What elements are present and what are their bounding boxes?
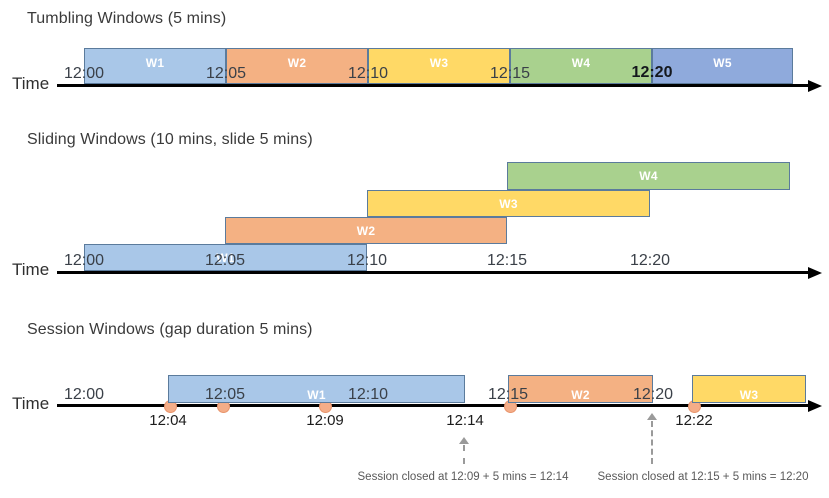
window-label: W5 xyxy=(713,56,732,70)
tumbling-tick-1220: 12:20 xyxy=(631,64,673,81)
sliding-axis-line xyxy=(57,271,810,274)
sliding-window-w4: W4 xyxy=(507,162,790,190)
event-time-label: 12:14 xyxy=(446,412,484,429)
tumbling-section-title: Tumbling Windows (5 mins) xyxy=(27,10,227,27)
tumbling-tick-1215: 12:15 xyxy=(489,65,531,82)
sliding-window-w2: W2 xyxy=(225,217,507,244)
window-label: W4 xyxy=(639,169,658,183)
session-annotation-1: Session closed at 12:09 + 5 mins = 12:14 xyxy=(357,471,569,483)
session-tick-1205: 12:05 xyxy=(204,386,246,403)
session-annotation-2: Session closed at 12:15 + 5 mins = 12:20 xyxy=(597,471,809,483)
tumbling-window-w3: W3 xyxy=(368,48,510,84)
session-tick-1215: 12:15 xyxy=(487,386,529,403)
window-label: W1 xyxy=(145,56,165,70)
session-time-axis-label: Time xyxy=(12,394,50,413)
session-section-title: Session Windows (gap duration 5 mins) xyxy=(27,321,313,338)
tumbling-window-w1: W1 xyxy=(84,48,226,84)
sliding-tick-1200: 12:00 xyxy=(63,252,105,269)
tumbling-tick-1200: 12:00 xyxy=(63,65,105,82)
tumbling-window-w2: W2 xyxy=(226,48,368,84)
sliding-time-axis-label: Time xyxy=(12,260,50,279)
arrow-shaft xyxy=(463,445,465,464)
session-axis-line xyxy=(57,404,810,407)
tumbling-window-w5: W5 xyxy=(652,48,793,84)
sliding-tick-1215: 12:15 xyxy=(486,252,528,269)
tumbling-tick-1205: 12:05 xyxy=(205,65,247,82)
tumbling-axis-line xyxy=(57,84,810,87)
window-label: W4 xyxy=(571,56,591,70)
sliding-window-w1: W1 xyxy=(84,244,367,271)
session-tick-1200: 12:00 xyxy=(63,386,105,403)
session-axis-arrowhead-icon xyxy=(808,399,822,412)
sliding-tick-1220: 12:20 xyxy=(629,252,671,269)
session-window-w3: W3 xyxy=(692,375,806,403)
dashed-up-arrow-icon xyxy=(459,437,469,465)
session-window-w2: W2 xyxy=(508,375,653,403)
sliding-section-title: Sliding Windows (10 mins, slide 5 mins) xyxy=(27,131,313,148)
sliding-window-w3: W3 xyxy=(367,190,650,217)
window-label: W2 xyxy=(356,224,376,238)
window-label: W3 xyxy=(429,56,449,70)
session-tick-1210: 12:10 xyxy=(347,386,389,403)
tumbling-tick-1210: 12:10 xyxy=(347,65,389,82)
sliding-tick-1210: 12:10 xyxy=(346,252,388,269)
dashed-up-arrow-icon xyxy=(647,413,657,465)
event-time-label: 12:09 xyxy=(306,412,344,429)
arrowhead-icon xyxy=(459,437,469,444)
window-label: W3 xyxy=(499,197,518,211)
session-tick-1220: 12:20 xyxy=(632,386,674,403)
window-label: W2 xyxy=(287,56,307,70)
window-label: W2 xyxy=(571,388,590,402)
sliding-tick-1205: 12:05 xyxy=(204,252,246,269)
event-time-label: 12:04 xyxy=(149,412,187,429)
event-time-label: 12:22 xyxy=(675,412,713,429)
tumbling-time-axis-label: Time xyxy=(12,74,50,93)
window-label: W3 xyxy=(739,388,759,402)
tumbling-axis-arrowhead-icon xyxy=(808,79,822,92)
tumbling-window-w4: W4 xyxy=(510,48,652,84)
sliding-axis-arrowhead-icon xyxy=(808,266,822,279)
window-label: W1 xyxy=(216,251,235,265)
session-window-w1: W1 xyxy=(168,375,465,403)
window-label: W1 xyxy=(307,388,326,402)
arrow-shaft xyxy=(651,421,653,464)
arrowhead-icon xyxy=(647,413,657,420)
